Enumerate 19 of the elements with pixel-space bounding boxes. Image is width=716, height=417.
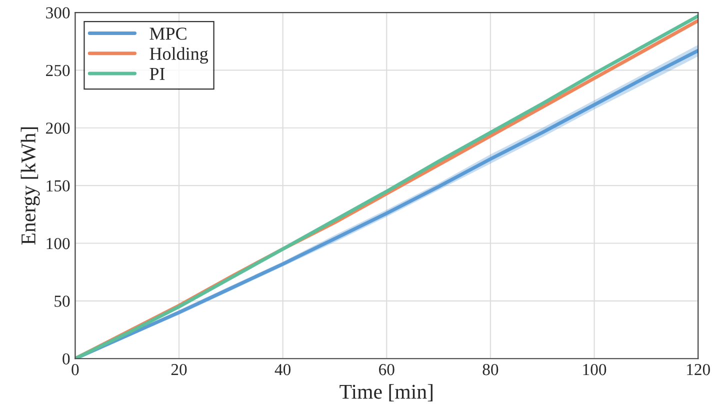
y-tick-label: 300 bbox=[46, 7, 70, 18]
y-axis-title: Energy [kWh] bbox=[20, 127, 40, 245]
x-tick-label: 100 bbox=[583, 364, 606, 376]
x-tick-label: 60 bbox=[379, 364, 394, 376]
x-tick-label: 40 bbox=[274, 364, 291, 376]
y-tick-label: 200 bbox=[46, 122, 70, 134]
legend-label: PI bbox=[150, 68, 165, 80]
x-tick-label: 80 bbox=[482, 364, 498, 376]
x-tick-label: 20 bbox=[171, 364, 187, 376]
y-tick-label: 250 bbox=[46, 64, 70, 76]
legend-label: MPC bbox=[150, 28, 186, 40]
y-tick-label: 150 bbox=[46, 180, 70, 192]
y-tick-label: 0 bbox=[62, 353, 70, 365]
legend-label: Holding bbox=[150, 47, 208, 64]
y-tick-label: 100 bbox=[46, 238, 70, 250]
x-tick-label: 120 bbox=[687, 364, 710, 376]
x-axis-title: Time [min] bbox=[340, 384, 432, 402]
y-tick-label: 50 bbox=[54, 296, 70, 307]
x-tick-label: 0 bbox=[72, 364, 79, 376]
